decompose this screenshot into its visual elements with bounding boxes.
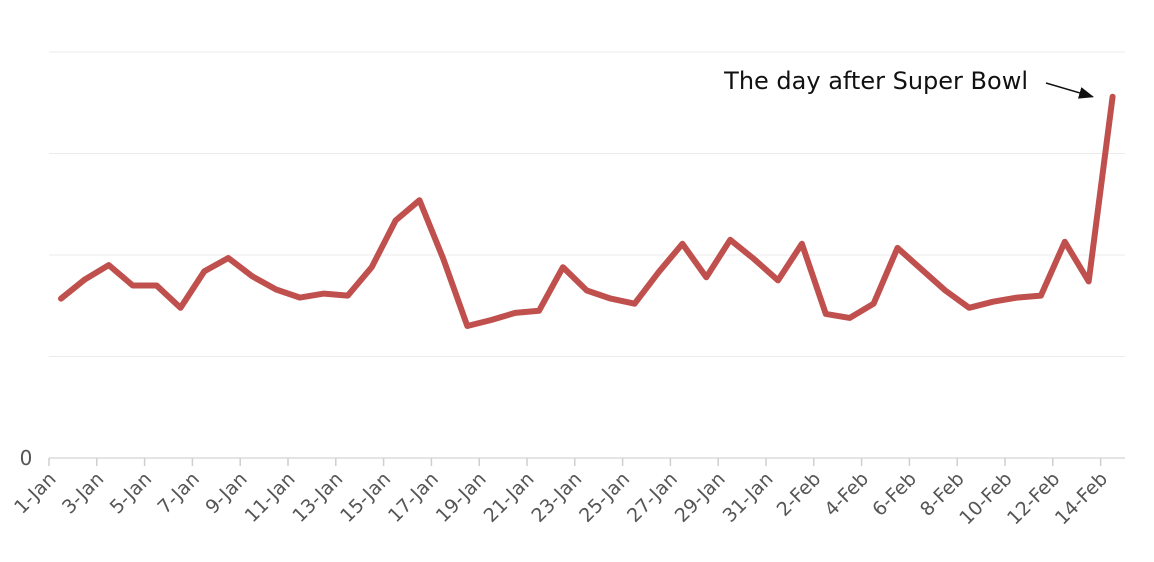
data-point xyxy=(393,218,398,223)
data-point xyxy=(990,299,996,304)
data-point xyxy=(871,301,876,306)
data-point xyxy=(273,287,279,292)
x-tick-label: 25-Jan xyxy=(575,468,634,527)
data-point xyxy=(202,269,207,274)
data-point xyxy=(154,283,159,288)
data-point xyxy=(489,317,494,323)
x-tick-label: 13-Jan xyxy=(288,468,347,527)
x-tick-label: 10-Feb xyxy=(955,468,1016,529)
data-point xyxy=(369,264,374,270)
data-point xyxy=(1086,279,1091,284)
x-tick-label: 19-Jan xyxy=(432,468,491,527)
data-point xyxy=(775,278,781,283)
x-tick-label: 1-Jan xyxy=(10,468,60,518)
data-point xyxy=(226,255,231,261)
x-tick-label: 6-Feb xyxy=(868,468,921,521)
data-point xyxy=(895,245,900,251)
x-tick-label: 31-Jan xyxy=(719,468,778,527)
y-tick-label: 0 xyxy=(20,446,33,470)
annotation-text: The day after Super Bowl xyxy=(723,67,1028,95)
data-point xyxy=(919,267,924,272)
series-layer xyxy=(58,93,1116,329)
data-point xyxy=(704,275,709,280)
x-tick-label: 11-Jan xyxy=(241,468,300,527)
data-point xyxy=(608,296,613,301)
data-point xyxy=(656,270,661,275)
data-point xyxy=(943,288,948,293)
grid-layer: 0 xyxy=(20,51,1125,470)
data-point xyxy=(178,305,183,310)
data-point xyxy=(1062,239,1068,245)
data-point xyxy=(1110,94,1115,99)
data-point xyxy=(465,323,470,329)
x-tick-label: 4-Feb xyxy=(820,468,873,521)
data-point xyxy=(345,293,350,298)
data-point xyxy=(728,237,733,242)
data-point xyxy=(584,288,589,293)
data-point xyxy=(82,277,88,282)
data-point xyxy=(967,305,972,310)
data-point xyxy=(512,310,518,316)
data-point xyxy=(751,256,757,262)
data-point xyxy=(1038,293,1044,298)
data-point xyxy=(1014,295,1020,300)
x-axis: 1-Jan3-Jan5-Jan7-Jan9-Jan11-Jan13-Jan15-… xyxy=(10,458,1112,529)
x-tick-label: 29-Jan xyxy=(671,468,730,527)
data-point xyxy=(130,283,135,288)
x-tick-label: 15-Jan xyxy=(336,468,395,527)
data-point xyxy=(799,241,805,247)
data-point xyxy=(847,315,852,321)
x-tick-label: 21-Jan xyxy=(480,468,539,527)
data-point xyxy=(417,197,422,203)
data-point xyxy=(441,256,446,262)
data-point xyxy=(680,241,685,247)
data-point xyxy=(632,301,637,306)
x-tick-label: 27-Jan xyxy=(623,468,682,527)
data-point xyxy=(58,296,64,301)
data-point xyxy=(250,274,255,279)
data-point xyxy=(823,311,828,317)
x-tick-label: 12-Feb xyxy=(1003,468,1064,529)
data-point xyxy=(321,291,327,296)
annotation-layer: The day after Super Bowl xyxy=(723,67,1095,99)
data-point xyxy=(106,262,112,268)
x-tick-label: 2-Feb xyxy=(773,468,826,521)
x-tick-label: 5-Jan xyxy=(106,468,156,518)
data-point xyxy=(536,308,542,314)
x-tick-label: 7-Jan xyxy=(154,468,204,518)
x-tick-label: 14-Feb xyxy=(1051,468,1112,529)
x-tick-label: 3-Jan xyxy=(58,468,108,518)
data-point xyxy=(560,264,566,270)
annotation-arrow xyxy=(1045,82,1095,99)
x-tick-label: 17-Jan xyxy=(384,468,443,527)
data-point xyxy=(297,295,303,300)
x-tick-label: 23-Jan xyxy=(527,468,586,527)
